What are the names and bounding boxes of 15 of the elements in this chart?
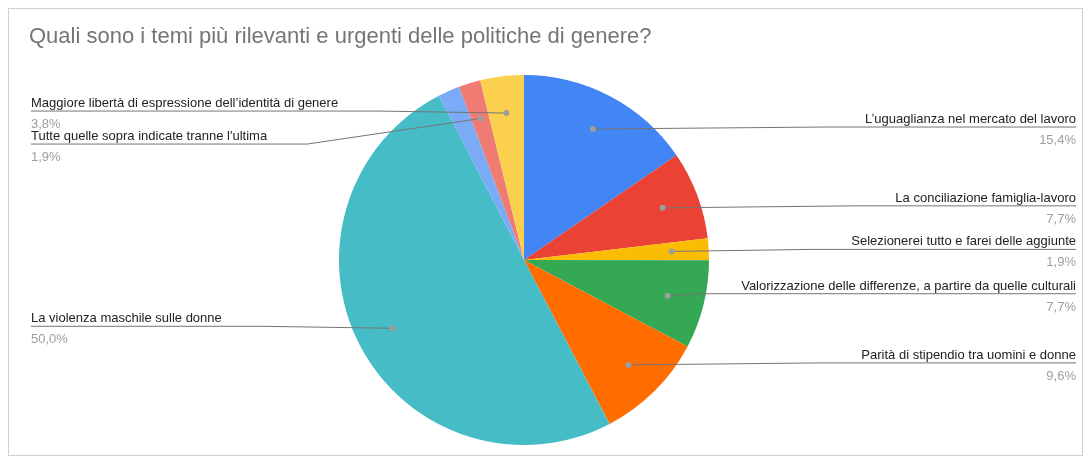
data-label: 9,6% [1046, 367, 1077, 383]
data-label: 15,4% [1039, 132, 1077, 148]
chart-title: Quali sono i temi più rilevanti e urgenti delle politiche di genere? [29, 23, 652, 49]
slice-label: Parità di stipendio tra uomini e donne [861, 346, 1076, 362]
slice-label: La violenza maschile sulle donne [31, 310, 222, 326]
slice-label: Maggiore libertà di espressione dell’identità di genere [31, 95, 339, 111]
slice-label: L’uguaglianza nel mercato del lavoro [864, 111, 1076, 127]
data-label: 7,7% [1046, 210, 1077, 226]
data-label: 1,9% [31, 149, 62, 165]
data-label: 1,9% [1046, 254, 1077, 270]
data-label: 50,0% [31, 331, 69, 347]
slice-label: Valorizzazione delle differenze, a partire da quelle culturali [741, 277, 1077, 293]
slice-label: Selezionerei tutto e farei delle aggiunte [851, 233, 1076, 249]
slice-label: La conciliazione famiglia-lavoro [895, 189, 1076, 205]
data-label: 7,7% [1046, 298, 1077, 314]
